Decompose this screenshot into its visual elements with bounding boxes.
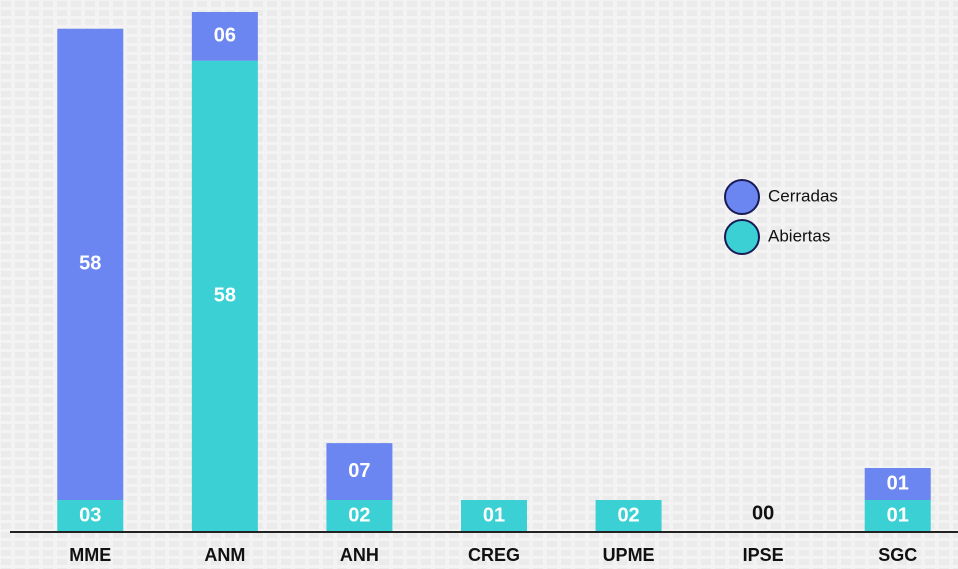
value-label: 07 [348, 460, 370, 482]
x-tick-label: ANH [340, 545, 379, 565]
bar-segment [191, 12, 258, 61]
bar-segment [326, 500, 393, 532]
x-tick-label: SGC [878, 545, 917, 565]
legend-swatch [724, 219, 760, 255]
value-label: 02 [348, 504, 370, 526]
bar-segment [864, 468, 931, 500]
bar-segment [595, 500, 662, 532]
value-label: 01 [887, 472, 909, 494]
bar-segment [864, 500, 931, 532]
value-label: 58 [214, 285, 236, 307]
value-label: 58 [79, 253, 101, 275]
value-label: 06 [214, 25, 236, 47]
bar-segment [57, 28, 124, 500]
x-tick-label: MME [69, 545, 111, 565]
x-tick-label: ANM [204, 545, 245, 565]
x-tick-label: CREG [468, 545, 520, 565]
legend-label: Abiertas [768, 226, 830, 245]
x-tick-label: UPME [603, 545, 655, 565]
x-tick-label: IPSE [743, 545, 784, 565]
bar-segment [326, 443, 393, 500]
value-label: 01 [483, 504, 505, 526]
bar-segment [191, 60, 258, 532]
value-label: 03 [79, 504, 101, 526]
legend-label: Cerradas [768, 186, 838, 205]
value-label: 02 [617, 504, 639, 526]
bar-segment [57, 500, 124, 532]
value-label: 00 [752, 502, 774, 524]
legend-swatch [724, 179, 760, 215]
bar-segment [461, 500, 527, 532]
value-label: 01 [887, 504, 909, 526]
